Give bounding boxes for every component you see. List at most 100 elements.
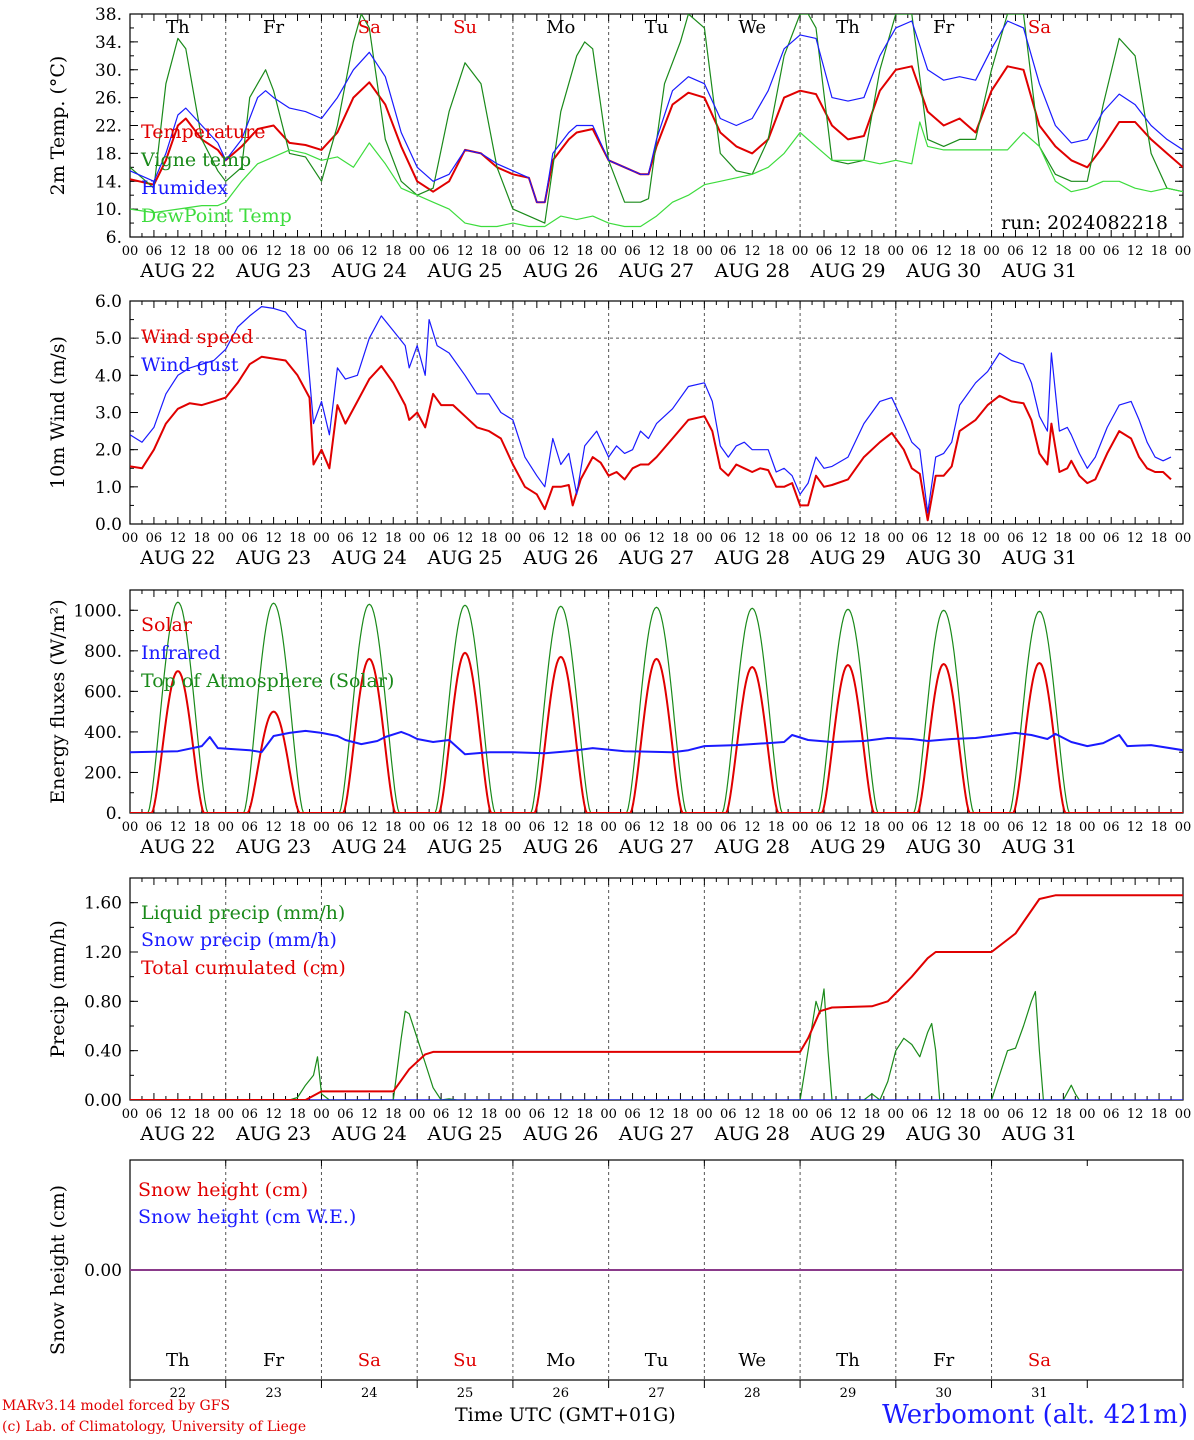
day-number-label: 23 [265, 1386, 282, 1401]
hour-tick-label: 06 [816, 1107, 833, 1122]
hour-tick-label: 06 [816, 820, 833, 835]
date-label: AUG 23 [235, 1123, 311, 1145]
hour-tick-label: 18 [481, 1107, 498, 1122]
hour-tick-label: 18 [289, 531, 306, 546]
hour-tick-label: 00 [1079, 1107, 1096, 1122]
y-tick-label: 30. [95, 61, 122, 81]
y-tick-label: 10. [95, 200, 122, 220]
hour-tick-label: 06 [1007, 531, 1024, 546]
date-label: AUG 27 [618, 836, 694, 858]
hour-tick-label: 00 [792, 820, 809, 835]
date-label: AUG 26 [522, 836, 598, 858]
series-top-of-atmosphere-solar- [130, 601, 1183, 813]
weekday-label: Fr [263, 17, 284, 38]
hour-tick-label: 18 [959, 531, 976, 546]
weekday-label: Tu [645, 17, 669, 38]
day-number-label: 28 [744, 1386, 761, 1401]
y-axis-label: 2m Temp. (°C) [47, 56, 69, 196]
date-label: AUG 28 [714, 547, 790, 569]
hour-tick-label: 06 [146, 1107, 163, 1122]
hour-tick-label: 18 [672, 531, 689, 546]
hour-tick-label: 06 [1103, 244, 1120, 259]
weekday-label: Fr [263, 1350, 284, 1371]
date-label: AUG 27 [618, 260, 694, 282]
hour-tick-label: 00 [505, 244, 522, 259]
hour-tick-label: 06 [529, 820, 546, 835]
hour-tick-label: 00 [505, 820, 522, 835]
hour-tick-label: 12 [1031, 531, 1048, 546]
y-tick-label: 1000. [73, 601, 122, 621]
y-axis-label: 10m Wind (m/s) [47, 336, 69, 489]
hour-tick-label: 06 [146, 531, 163, 546]
hour-tick-label: 06 [720, 531, 737, 546]
hour-tick-label: 00 [122, 244, 139, 259]
weekday-label: Th [836, 17, 860, 38]
hour-tick-label: 18 [289, 244, 306, 259]
hour-tick-label: 18 [768, 820, 785, 835]
hour-tick-label: 18 [194, 820, 211, 835]
series-humidex [130, 20, 1183, 203]
hour-tick-label: 18 [1055, 244, 1072, 259]
hour-tick-label: 18 [385, 244, 402, 259]
hour-tick-label: 18 [959, 820, 976, 835]
y-tick-label: 600. [84, 682, 122, 702]
legend-entry: Top of Atmosphere (Solar) [141, 670, 394, 692]
hour-tick-label: 00 [409, 1107, 426, 1122]
hour-tick-label: 12 [170, 1107, 187, 1122]
hour-tick-label: 18 [385, 1107, 402, 1122]
day-number-label: 29 [840, 1386, 857, 1401]
hour-tick-label: 00 [313, 1107, 330, 1122]
hour-tick-label: 12 [840, 531, 857, 546]
plot-frame [129, 589, 1184, 814]
hour-tick-label: 18 [194, 1107, 211, 1122]
date-label: AUG 29 [809, 1123, 885, 1145]
y-tick-label: 6. [106, 228, 122, 248]
hour-tick-label: 12 [265, 244, 282, 259]
hour-tick-label: 18 [576, 1107, 593, 1122]
date-label: AUG 24 [331, 836, 407, 858]
hour-tick-label: 12 [935, 531, 952, 546]
hour-tick-label: 12 [361, 244, 378, 259]
hour-tick-label: 18 [576, 531, 593, 546]
hour-tick-label: 06 [1007, 820, 1024, 835]
y-tick-label: 5.0 [95, 329, 122, 349]
day-number-label: 25 [457, 1386, 474, 1401]
hour-tick-label: 00 [217, 1107, 234, 1122]
date-label: AUG 25 [426, 836, 502, 858]
panel-1: 00 06 12 18 00 06 12 18 00 06 12 18 00 06 12 18 00 06 12 18… [47, 5, 1191, 282]
date-label: AUG 25 [426, 1123, 502, 1145]
hour-tick-label: 12 [648, 820, 665, 835]
hour-tick-label: 00 [1175, 531, 1192, 546]
hour-tick-label: 18 [481, 244, 498, 259]
hour-tick-label: 00 [983, 244, 1000, 259]
hour-tick-label: 12 [935, 1107, 952, 1122]
hour-tick-label: 18 [576, 820, 593, 835]
hour-tick-label: 00 [888, 531, 905, 546]
date-label: AUG 24 [331, 1123, 407, 1145]
date-label: AUG 30 [905, 1123, 981, 1145]
hour-tick-label: 18 [768, 531, 785, 546]
y-tick-label: 14. [95, 172, 122, 192]
weekday-label: Mo [546, 1350, 575, 1371]
legend-entry: Snow height (cm) [138, 1179, 308, 1201]
hour-tick-label: 06 [529, 244, 546, 259]
weekday-label: Th [166, 17, 190, 38]
y-tick-label: 2.0 [95, 441, 122, 461]
date-label: AUG 23 [235, 260, 311, 282]
hour-tick-label: 06 [720, 820, 737, 835]
day-number-label: 24 [361, 1386, 378, 1401]
hour-tick-label: 00 [1079, 531, 1096, 546]
y-axis-label: Precip (mm/h) [47, 920, 69, 1058]
date-label: AUG 29 [809, 260, 885, 282]
hour-tick-label: 12 [744, 531, 761, 546]
hour-tick-label: 18 [1151, 820, 1168, 835]
hour-tick-label: 12 [552, 531, 569, 546]
hour-tick-label: 12 [457, 244, 474, 259]
hour-tick-label: 12 [265, 820, 282, 835]
date-label: AUG 24 [331, 547, 407, 569]
date-label: AUG 30 [905, 260, 981, 282]
weekday-label: Fr [933, 17, 954, 38]
hour-tick-label: 06 [433, 1107, 450, 1122]
hour-tick-label: 06 [720, 244, 737, 259]
hour-tick-label: 12 [265, 1107, 282, 1122]
